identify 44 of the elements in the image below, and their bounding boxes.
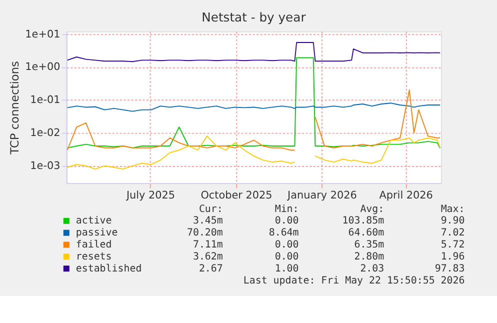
text: 1.00	[274, 263, 299, 274]
x-tick-label: January 2026	[286, 190, 357, 202]
chart-title: Netstat - by year	[202, 10, 307, 25]
text: 1.96	[440, 252, 465, 263]
text: 7.11m	[192, 240, 223, 251]
text: 9.90	[440, 216, 465, 227]
text: Avg:	[360, 204, 384, 215]
y-tick-label: 1e+00	[25, 61, 60, 74]
y-tick-label: 1e-02	[30, 127, 60, 140]
text: Cur:	[198, 204, 223, 215]
legend-label: active	[76, 216, 112, 227]
text: 64.60m	[348, 228, 384, 239]
text: 3.45m	[192, 216, 223, 227]
text: 0.00	[274, 252, 299, 263]
text: Min:	[274, 204, 299, 215]
line-series	[66, 102, 441, 112]
text: 2.67	[198, 263, 223, 274]
text: 3.62m	[192, 252, 223, 263]
x-tick-label: October 2025	[200, 190, 272, 202]
text: 70.20m	[186, 228, 223, 239]
text: 2.03	[360, 263, 384, 274]
text: 103.85m	[342, 216, 384, 227]
legend-label: failed	[76, 240, 112, 251]
text: Max:	[440, 204, 465, 215]
text: 5.72	[440, 240, 465, 251]
line-series	[66, 42, 441, 62]
text: 97.83	[434, 263, 465, 274]
x-tick-label: July 2025	[125, 190, 176, 202]
legend-label: established	[76, 263, 142, 274]
text: 0.00	[274, 216, 299, 227]
text: Last update: Fri May 22 15:50:55 2026	[243, 275, 465, 286]
text: 6.35m	[354, 240, 384, 251]
y-tick-label: 1e-01	[30, 94, 60, 106]
y-axis-title: TCP connections	[8, 60, 22, 156]
legend-label: passive	[76, 228, 118, 239]
text: 0.00	[274, 240, 299, 251]
x-tick-label: April 2026	[379, 190, 433, 202]
line-series	[66, 57, 441, 149]
y-tick-label: 1e-03	[30, 160, 60, 172]
text: 2.80m	[354, 252, 384, 263]
y-tick-label: 1e+01	[25, 28, 60, 40]
text: 7.02	[440, 228, 465, 239]
legend-label: resets	[76, 252, 112, 263]
text: 8.64m	[268, 228, 299, 239]
